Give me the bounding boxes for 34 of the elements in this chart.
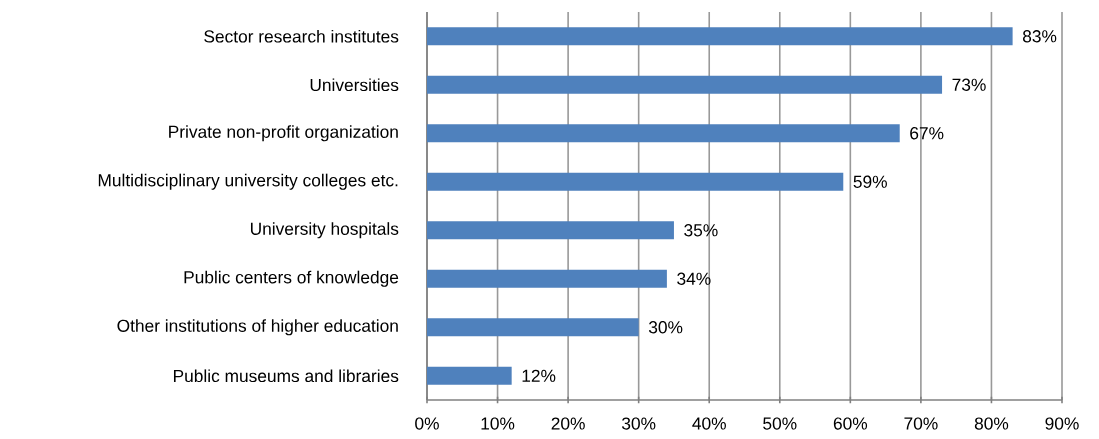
bar	[427, 75, 943, 94]
data-label: 83%	[1022, 30, 1057, 43]
y-tick-label: Universities	[310, 78, 399, 92]
bar	[427, 172, 844, 191]
bar	[427, 27, 1013, 46]
bar	[427, 366, 512, 385]
data-label: 35%	[684, 224, 718, 237]
x-tick-label: 70%	[904, 417, 938, 430]
y-tick-label: Public museums and libraries	[173, 369, 399, 383]
y-tick-label: Sector research institutes	[204, 29, 399, 43]
x-tick-label: 20%	[551, 417, 585, 430]
x-tick-label: 90%	[1045, 417, 1079, 430]
data-label: 30%	[648, 321, 683, 334]
data-label: 67%	[910, 127, 944, 140]
bar	[427, 124, 900, 143]
y-tick-label: Multidisciplinary university colleges etc.	[98, 173, 398, 190]
bar	[427, 269, 667, 288]
y-tick-label: Public centers of knowledge	[184, 270, 399, 287]
data-label: 12%	[522, 369, 556, 382]
data-label: 73%	[952, 78, 986, 91]
data-label: 34%	[677, 272, 711, 285]
y-tick-label: University hospitals	[250, 222, 399, 239]
x-tick-label: 80%	[974, 417, 1009, 430]
x-tick-label: 60%	[833, 417, 868, 430]
x-tick-label: 40%	[692, 417, 726, 430]
x-tick-label: 30%	[621, 417, 656, 430]
x-tick-label: 0%	[415, 417, 439, 430]
data-label: 59%	[853, 175, 887, 188]
y-tick-label: Private non-profit organization	[169, 125, 398, 142]
bar	[427, 318, 639, 337]
bar	[427, 221, 674, 240]
y-tick-label: Other institutions of higher education	[117, 319, 398, 336]
x-tick-label: 50%	[763, 417, 797, 430]
x-tick-label: 10%	[481, 417, 515, 430]
